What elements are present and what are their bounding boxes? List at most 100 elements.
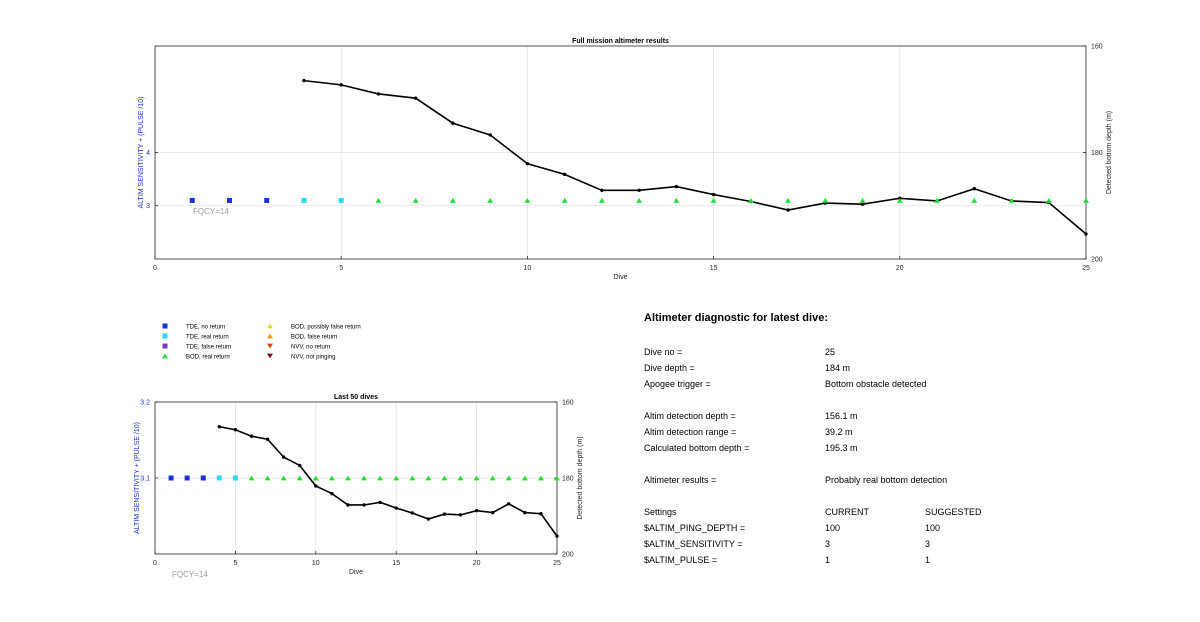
marker-bod-real-return (296, 475, 303, 481)
depth-point (523, 510, 527, 515)
x-tick-label: 10 (312, 560, 320, 567)
ping-depth-current: 100 (825, 523, 841, 533)
legend-label: BOD, false return (291, 335, 337, 341)
marker-bod-real-return (636, 198, 643, 203)
legend-marker-tde-no-return (162, 323, 168, 329)
y-tick-label: 3 (146, 203, 150, 210)
y-right-tick-label: 200 (1091, 256, 1103, 263)
full-mission-chart: 0 5 10 15 20 25 3 4 160 180 200 Full mission altime… (138, 38, 1113, 281)
y-right-tick-label: 160 (1091, 43, 1103, 50)
x-tick-label: 5 (339, 265, 343, 272)
depth-point (249, 434, 254, 438)
depth-point (298, 463, 302, 468)
marker-tde-real-return (216, 475, 222, 481)
marker-tde-no-return (168, 475, 174, 481)
marker-bod-real-return (489, 475, 496, 481)
depth-point (426, 517, 431, 521)
depth-point (362, 503, 366, 507)
depth-series-line (303, 79, 1087, 235)
chart-title: Full mission altimeter results (572, 38, 669, 45)
legend-label: TDE, false return (186, 345, 231, 351)
marker-bod-real-return (859, 198, 866, 203)
marker-bod-real-return (473, 475, 480, 481)
depth-point (378, 500, 382, 505)
x-tick-label: 25 (1082, 265, 1090, 272)
fqcy-annotation: FQCY=14 (193, 207, 229, 216)
y-tick-label: 3.1 (140, 475, 150, 482)
fqcy-annotation: FQCY=14 (172, 570, 208, 579)
legend-label: NVV, not pinging (291, 355, 335, 361)
legend-label: TDE, real return (186, 335, 229, 341)
legend-marker-bod-possibly-false (267, 323, 273, 329)
depth-point (410, 511, 414, 515)
marker-bod-real-return (521, 475, 528, 481)
y-right-tick-label: 200 (562, 551, 574, 558)
diag-row-results: Altimeter results = Probably real bottom… (644, 472, 1064, 488)
legend: TDE, no return TDE, real return TDE, false… (162, 323, 361, 361)
pulse-label: $ALTIM_PULSE = (644, 555, 718, 565)
marker-bod-real-return (747, 198, 754, 203)
diag-row-settings-header: Settings CURRENT SUGGESTED (644, 504, 1064, 520)
y-right-tick-label: 180 (1091, 150, 1103, 157)
x-tick-label: 25 (553, 560, 561, 567)
marker-tde-no-return (189, 197, 195, 203)
depth-point (507, 502, 511, 506)
diag-row-detection-depth: Altim detection depth = 156.1 m (644, 408, 1064, 424)
marker-bod-real-return (487, 198, 494, 203)
detection-depth-value: 156.1 m (825, 411, 858, 421)
depth-point (265, 437, 270, 441)
depth-point (474, 508, 479, 513)
depth-point (314, 484, 318, 488)
calculated-depth-label: Calculated bottom depth = (644, 443, 750, 453)
diag-row-pulse: $ALTIM_PULSE = 1 1 (644, 552, 1064, 568)
calculated-depth-value: 195.3 m (825, 443, 858, 453)
diag-row-detection-range: Altim detection range = 39.2 m (644, 424, 1064, 440)
depth-point (442, 512, 447, 516)
legend-marker-tde-false-return (162, 343, 168, 349)
depth-point (490, 510, 495, 515)
y-tick-label: 3.2 (140, 399, 150, 406)
apogee-label: Apogee trigger = (644, 379, 711, 389)
pulse-current: 1 (825, 555, 831, 565)
depth-point (346, 503, 350, 507)
dive-depth-value: 184 m (825, 363, 851, 373)
ping-depth-suggested: 100 (925, 523, 941, 533)
sensitivity-suggested: 3 (925, 539, 931, 549)
diagnostic-panel: Altimeter diagnostic for latest dive: Di… (644, 312, 1064, 568)
depth-point (972, 187, 976, 191)
sensitivity-current: 3 (825, 539, 831, 549)
marker-bod-real-return (524, 198, 531, 203)
marker-tde-real-return (232, 475, 238, 481)
marker-bod-real-return (375, 198, 382, 203)
marker-bod-real-return (1083, 198, 1089, 203)
y-right-axis-label: Detected bottom depth (m) (577, 436, 584, 519)
results-value: Probably real bottom detection (825, 475, 948, 485)
legend-label: NVV, no return (291, 345, 330, 351)
depth-point (458, 513, 463, 517)
depth-point (302, 78, 306, 83)
detection-range-label: Altim detection range = (644, 427, 737, 437)
marker-bod-real-return (449, 198, 456, 203)
marker-bod-real-return (377, 475, 384, 481)
ping-depth-label: $ALTIM_PING_DEPTH = (644, 523, 746, 533)
diag-row-sensitivity: $ALTIM_SENSITIVITY = 3 3 (644, 536, 1064, 552)
x-tick-label: 5 (233, 560, 237, 567)
y-right-axis-label: Detected bottom depth (m) (1106, 111, 1113, 194)
last-50-dives-chart: 0 5 10 15 20 25 3.1 3.2 160 180 200 Last 50 dives Di… (134, 394, 584, 579)
dive-depth-label: Dive depth = (644, 363, 695, 373)
marker-tde-no-return (184, 475, 190, 481)
marker-bod-real-return (457, 475, 464, 481)
x-axis-label: Dive (349, 569, 363, 576)
marker-tde-real-return (301, 197, 307, 203)
y-right-tick-label: 160 (562, 399, 574, 406)
depth-point (451, 121, 455, 125)
marker-bod-real-return (409, 475, 416, 481)
diagnostic-title: Altimeter diagnostic for latest dive: (644, 312, 828, 324)
dive-no-value: 25 (825, 347, 836, 357)
depth-point (1084, 232, 1088, 236)
depth-point (539, 512, 543, 516)
marker-tde-no-return (200, 475, 206, 481)
x-axis-label: Dive (613, 274, 627, 281)
marker-bod-real-return (361, 475, 368, 481)
marker-bod-real-return (264, 475, 271, 481)
